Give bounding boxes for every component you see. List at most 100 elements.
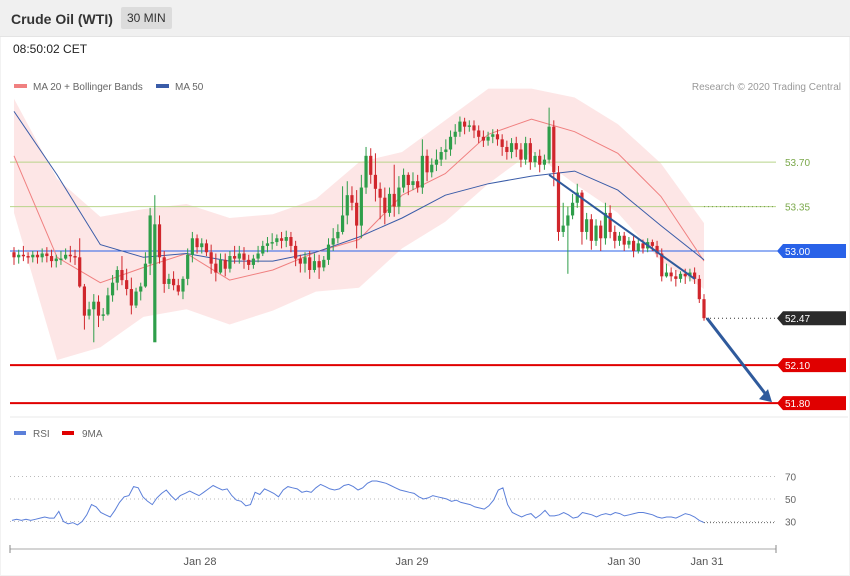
candle-body — [350, 195, 354, 203]
candle-body — [491, 134, 495, 137]
candle — [190, 231, 194, 263]
candle-body — [275, 238, 279, 243]
candle-body — [439, 152, 443, 160]
candle — [176, 278, 180, 296]
candle — [143, 252, 148, 288]
candle-body — [467, 125, 471, 127]
candle — [148, 207, 152, 276]
candle — [214, 253, 218, 282]
candle — [195, 234, 199, 254]
candle-body — [331, 238, 335, 245]
candle — [265, 237, 270, 253]
candle-body — [599, 225, 603, 239]
candle — [106, 287, 110, 316]
candle — [289, 231, 293, 253]
candle-body — [514, 143, 518, 150]
candle — [693, 267, 697, 284]
candle — [411, 172, 415, 191]
candle — [139, 282, 143, 301]
candle-body — [575, 192, 579, 203]
candle — [636, 238, 640, 254]
candle — [463, 117, 467, 135]
candle-body — [660, 253, 664, 277]
candle-body — [204, 243, 209, 253]
candle-body — [228, 256, 232, 269]
candle-body — [505, 146, 509, 153]
candle-body — [425, 155, 429, 173]
x-tick-label: Jan 31 — [690, 556, 723, 568]
candle — [157, 215, 162, 264]
candle-body — [453, 131, 457, 137]
candle-body — [430, 164, 434, 173]
candle — [538, 149, 542, 173]
candle-body — [608, 212, 612, 232]
candle-body — [378, 188, 382, 198]
candle — [26, 252, 30, 264]
interval-badge[interactable]: 30 MIN — [121, 7, 172, 29]
chart-header: Crude Oil (WTI) 30 MIN — [0, 0, 850, 37]
candle — [697, 275, 701, 303]
candle-body — [683, 273, 687, 277]
candle — [519, 143, 523, 168]
candle-body — [54, 258, 58, 262]
candle — [331, 228, 335, 251]
candle-body — [31, 254, 35, 258]
candle-body — [420, 155, 424, 188]
candle-body — [416, 181, 420, 188]
price-level-last-label: 52.47 — [785, 314, 810, 325]
price-legend: MA 20 + Bollinger Bands MA 50 Research ©… — [14, 82, 841, 93]
candle-body — [326, 244, 331, 260]
candle-body — [96, 301, 101, 316]
x-axis: Jan 28 Jan 29 Jan 30 Jan 31 — [9, 545, 777, 568]
candle — [617, 231, 622, 246]
candle-body — [383, 197, 387, 213]
candle-body — [458, 121, 462, 132]
candle-body — [655, 245, 659, 254]
candle-body — [533, 155, 537, 163]
candle-body — [87, 309, 91, 316]
candle — [82, 283, 87, 330]
candle — [439, 146, 443, 166]
candle-body — [631, 240, 636, 251]
candle — [162, 250, 166, 293]
candle-body — [270, 242, 274, 244]
candle — [406, 172, 410, 196]
candle-body — [481, 136, 485, 141]
candle-body — [21, 254, 25, 257]
candle-body — [171, 278, 176, 286]
candle-body — [472, 125, 476, 131]
candle — [599, 220, 603, 251]
candle-body — [223, 259, 227, 269]
ma50-legend-label: MA 50 — [175, 82, 204, 93]
candle — [275, 234, 279, 246]
candle — [542, 154, 547, 170]
candle-body — [120, 269, 124, 281]
candle — [561, 202, 565, 238]
candle-body — [181, 278, 185, 292]
candle-body — [486, 136, 490, 141]
candle — [397, 176, 401, 215]
candle-body — [110, 282, 115, 296]
candle — [223, 253, 227, 277]
candle-body — [519, 149, 523, 160]
candle — [12, 247, 16, 265]
candle-body — [702, 299, 706, 319]
price-level-resistance-label: 53.35 — [785, 203, 810, 214]
candle-body — [664, 272, 669, 277]
timestamp: 08:50:02 CET — [13, 42, 88, 56]
candle-body — [265, 243, 270, 246]
candle — [622, 231, 626, 251]
candle — [486, 131, 490, 146]
candle — [369, 148, 373, 184]
candle — [495, 129, 500, 146]
candle — [552, 120, 556, 187]
price-level-support-box — [777, 358, 846, 373]
candle-body — [406, 174, 410, 186]
rsi-tick-label: 30 — [785, 518, 797, 529]
candle — [547, 107, 551, 164]
candle — [303, 252, 307, 273]
candle — [209, 244, 213, 274]
ma20-swatch — [14, 84, 27, 88]
candle — [533, 152, 537, 168]
candle — [392, 164, 396, 217]
